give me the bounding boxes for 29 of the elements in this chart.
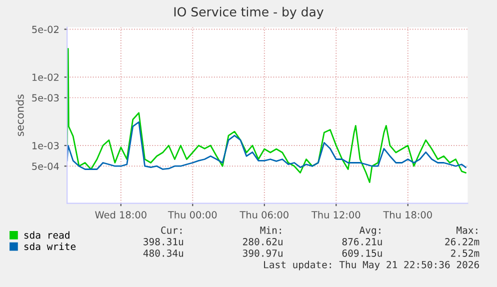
text: 2.52m <box>451 249 480 257</box>
y-axis-title: seconds <box>16 94 24 136</box>
x-tick-label: Thu 00:00 <box>168 210 217 218</box>
x-tick-label: Thu 12:00 <box>311 210 360 218</box>
text: Cur: <box>161 226 182 234</box>
y-tick-label: 5e-04 <box>32 162 59 170</box>
text: 480.34u <box>143 249 184 257</box>
line-series <box>67 48 466 183</box>
y-tick-label: 5e-02 <box>32 26 58 34</box>
y-tick-label: 5e-03 <box>32 94 59 102</box>
text: 26.22m <box>445 238 480 246</box>
y-tick-label: 1e-02 <box>32 74 58 81</box>
legend-label: sda write <box>24 242 76 250</box>
x-tick-label: Thu 06:00 <box>240 210 288 218</box>
y-tick-label: 1e-03 <box>32 142 59 150</box>
text: 398.31u <box>144 238 184 246</box>
x-tick-label: Wed 18:00 <box>95 210 146 218</box>
text: 280.62u <box>243 238 282 246</box>
chart-title: IO Service time - by day <box>174 6 324 19</box>
text: 390.97u <box>242 249 282 257</box>
text: Avg: <box>359 226 380 236</box>
text: Max: <box>456 226 478 234</box>
legend-label: sda read <box>24 231 70 239</box>
text: 876.21u <box>342 238 382 246</box>
text: Last update: Thu May 21 22:50:36 2026 <box>264 260 479 270</box>
line-series <box>67 121 466 170</box>
text: Min: <box>260 226 281 234</box>
x-tick-label: Thu 18:00 <box>383 210 432 218</box>
text: 609.15u <box>342 249 382 257</box>
